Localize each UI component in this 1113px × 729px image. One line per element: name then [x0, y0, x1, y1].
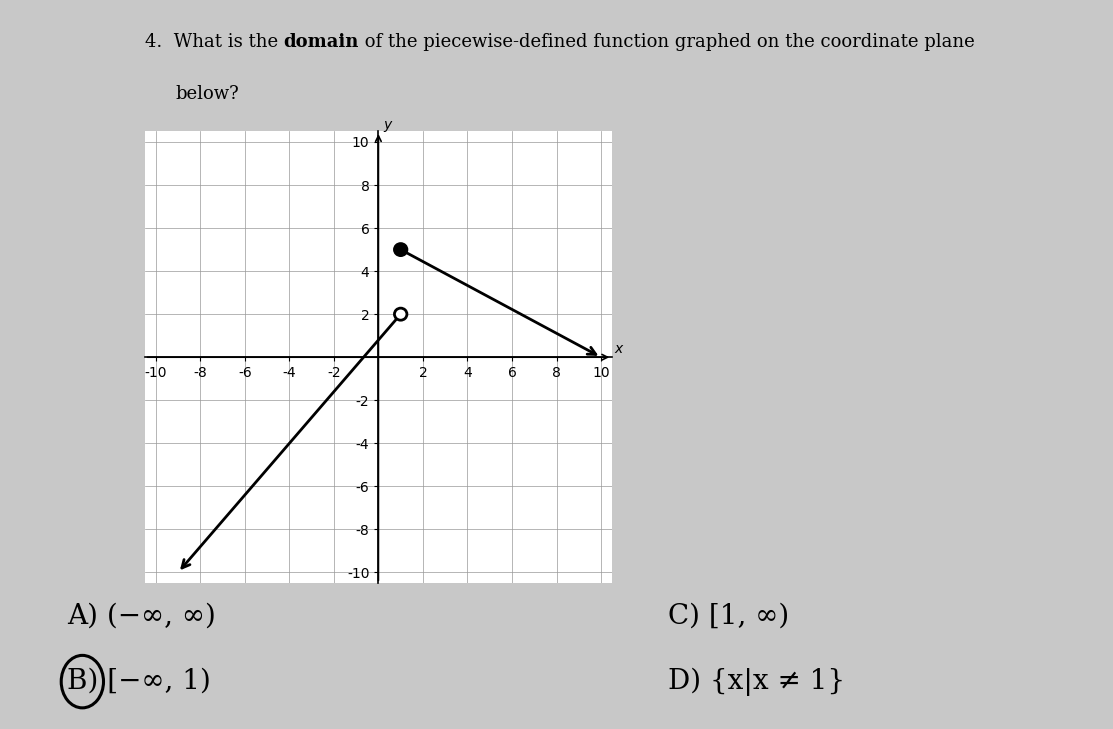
Text: y: y	[383, 118, 392, 132]
Text: 4.  What is the: 4. What is the	[145, 33, 284, 51]
Text: A) (−∞, ∞): A) (−∞, ∞)	[67, 602, 216, 630]
Text: C) [1, ∞): C) [1, ∞)	[668, 602, 789, 630]
Text: below?: below?	[176, 85, 239, 104]
Text: domain: domain	[284, 33, 358, 51]
Circle shape	[394, 243, 407, 256]
Circle shape	[394, 308, 407, 320]
Text: B) [−∞, 1): B) [−∞, 1)	[67, 668, 210, 695]
Text: of the piecewise-defined function graphed on the coordinate plane: of the piecewise-defined function graphe…	[358, 33, 975, 51]
Text: D) {x|x ≠ 1}: D) {x|x ≠ 1}	[668, 668, 845, 695]
Text: x: x	[614, 342, 623, 356]
